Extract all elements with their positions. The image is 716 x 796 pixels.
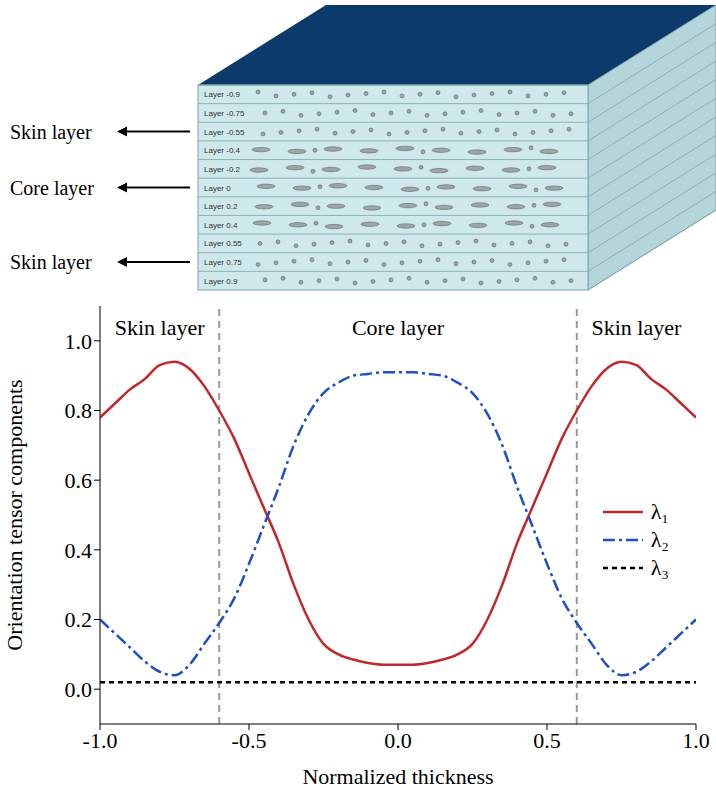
svg-text:Layer 0: Layer 0: [204, 184, 231, 193]
svg-text:-1.0: -1.0: [83, 728, 118, 753]
svg-text:-0.5: -0.5: [232, 728, 267, 753]
svg-text:Core layer: Core layer: [10, 177, 94, 200]
svg-text:Layer 0.75: Layer 0.75: [204, 258, 242, 267]
svg-text:0.4: 0.4: [65, 538, 93, 563]
svg-text:Layer -0.55: Layer -0.55: [204, 128, 245, 137]
html-text:λ₂: λ₂: [650, 526, 669, 552]
svg-text:1.0: 1.0: [682, 728, 710, 753]
svg-text:Normalized thickness: Normalized thickness: [302, 764, 493, 789]
svg-text:0.6: 0.6: [65, 468, 93, 493]
svg-text:0.2: 0.2: [65, 607, 93, 632]
svg-text:1.0: 1.0: [65, 329, 93, 354]
svg-text:Layer 0.4: Layer 0.4: [204, 221, 238, 230]
svg-text:Skin layer: Skin layer: [10, 121, 92, 144]
svg-text:Skin layer: Skin layer: [10, 251, 92, 274]
svg-text:0.0: 0.0: [384, 728, 412, 753]
svg-text:0.5: 0.5: [533, 728, 561, 753]
html-text:λ₁: λ₁: [650, 498, 669, 524]
svg-text:Skin layer: Skin layer: [115, 315, 205, 340]
svg-text:Layer -0.75: Layer -0.75: [204, 109, 245, 118]
svg-text:Layer 0.9: Layer 0.9: [204, 277, 238, 286]
html-text:λ₃: λ₃: [650, 554, 669, 580]
svg-text:Layer -0.2: Layer -0.2: [204, 165, 241, 174]
svg-text:Skin layer: Skin layer: [591, 315, 681, 340]
svg-text:Layer 0.2: Layer 0.2: [204, 202, 238, 211]
svg-text:Layer -0.4: Layer -0.4: [204, 146, 241, 155]
svg-text:Orientation tensor components: Orientation tensor components: [2, 379, 27, 650]
svg-text:0.0: 0.0: [65, 677, 93, 702]
svg-text:Core layer: Core layer: [352, 315, 445, 340]
svg-text:Layer -0.9: Layer -0.9: [204, 90, 241, 99]
svg-text:0.8: 0.8: [65, 398, 93, 423]
svg-text:Layer 0.55: Layer 0.55: [204, 239, 242, 248]
